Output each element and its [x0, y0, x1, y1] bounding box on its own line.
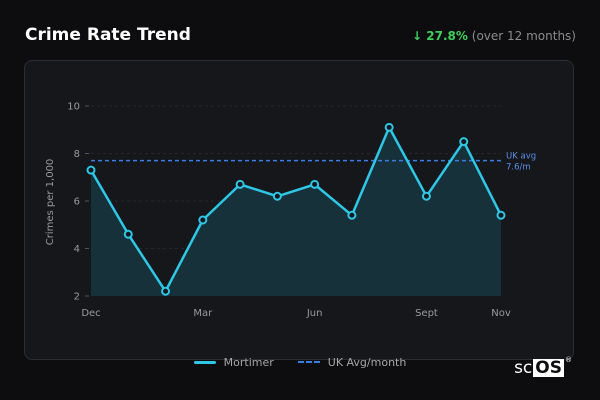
- data-point: [123, 229, 133, 239]
- data-point: [310, 179, 320, 189]
- y-tick-label: 6: [74, 197, 80, 208]
- y-axis: 2 4 6 8 10: [67, 102, 89, 303]
- brand-registered: ®: [565, 356, 572, 364]
- legend-swatch-dashed: [297, 361, 320, 363]
- data-points: [86, 122, 506, 296]
- data-point: [384, 122, 394, 132]
- data-point: [459, 137, 469, 147]
- brand-sc: sc: [514, 358, 533, 378]
- trend-change-note: (over 12 months): [471, 29, 576, 43]
- x-tick-label: Mar: [193, 308, 213, 319]
- data-point: [198, 215, 208, 225]
- x-tick-label: Jun: [306, 308, 323, 319]
- data-point: [86, 165, 96, 175]
- page-title: Crime Rate Trend: [25, 25, 191, 45]
- brand-os: OS: [533, 358, 564, 378]
- y-tick-label: 2: [74, 292, 80, 303]
- trend-change: ↓ 27.8% (over 12 months): [412, 29, 576, 43]
- down-arrow-icon: ↓: [412, 29, 423, 43]
- legend-item-mortimer[interactable]: Mortimer: [193, 355, 274, 369]
- x-tick-label: Nov: [491, 308, 511, 319]
- legend-label-uk-avg: UK Avg/month: [327, 355, 407, 369]
- uk-average-value-label: 7.6/m: [506, 163, 531, 173]
- legend-label-mortimer: Mortimer: [223, 355, 274, 369]
- series-line: [89, 126, 503, 293]
- data-point: [272, 191, 282, 201]
- data-point: [496, 210, 506, 220]
- data-point: [421, 191, 431, 201]
- y-tick-label: 10: [67, 102, 80, 113]
- y-tick-label: 8: [74, 149, 80, 160]
- y-axis-label: Crimes per 1,000: [45, 159, 56, 246]
- x-axis: Dec Mar Jun Sept Nov: [81, 308, 511, 319]
- data-point: [347, 210, 357, 220]
- brand-logo: sc OS ®: [514, 356, 572, 378]
- data-point: [235, 179, 245, 189]
- legend: Mortimer UK Avg/month: [0, 352, 600, 372]
- y-tick-label: 4: [74, 244, 80, 255]
- legend-swatch-solid: [193, 360, 216, 364]
- series-area: [91, 127, 501, 297]
- legend-item-uk-avg[interactable]: UK Avg/month: [297, 355, 407, 369]
- x-tick-label: Sept: [415, 308, 438, 319]
- change-percent: 27.8%: [426, 29, 468, 43]
- x-tick-label: Dec: [81, 308, 100, 319]
- data-point: [161, 286, 171, 296]
- trend-change-value: ↓ 27.8%: [412, 29, 468, 43]
- uk-average-label: UK avg: [506, 152, 536, 162]
